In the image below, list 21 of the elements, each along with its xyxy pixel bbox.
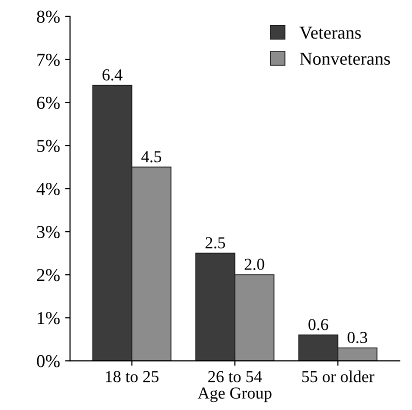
x-tick-label: 18 to 25 <box>106 371 159 382</box>
y-tick-label: 3% <box>37 226 60 238</box>
legend-label: Veterans <box>300 26 361 39</box>
data-label: 2.5 <box>206 237 226 248</box>
data-label: 4.5 <box>141 151 162 162</box>
y-tick-label: 2% <box>37 268 60 282</box>
legend-label: Nonveterans <box>300 52 390 65</box>
y-tick-label: 4% <box>36 182 60 196</box>
data-label: 6.4 <box>102 69 122 81</box>
data-label: 0.3 <box>348 332 368 344</box>
y-tick-label: 0% <box>36 355 60 368</box>
data-label: 2.0 <box>244 258 264 270</box>
data-label: 0.6 <box>308 318 328 330</box>
y-tick-label: 5% <box>37 140 60 152</box>
y-tick-label: 1% <box>38 312 60 324</box>
y-tick-label: 8% <box>36 10 60 23</box>
y-tick-label: 7% <box>37 54 60 66</box>
x-axis-title: Age Group <box>198 388 272 402</box>
x-tick-label: 55 or older <box>302 370 374 382</box>
x-tick-label: 26 to 54 <box>208 371 262 382</box>
y-tick-label: 6% <box>37 96 60 109</box>
